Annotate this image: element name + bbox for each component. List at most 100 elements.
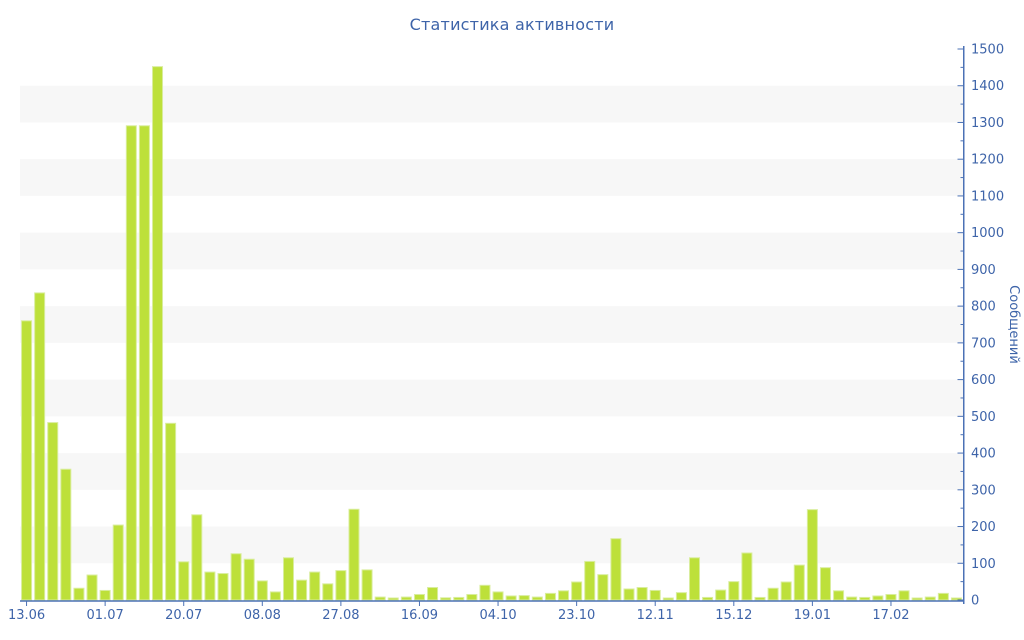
y-tick-label: 1100 — [971, 189, 1004, 204]
y-tick-label: 1400 — [971, 79, 1004, 94]
bar[interactable] — [597, 574, 609, 601]
bar[interactable] — [767, 587, 779, 601]
y-axis-title: Сообщений — [1006, 285, 1021, 364]
bar[interactable] — [152, 66, 164, 601]
bar[interactable] — [728, 581, 740, 601]
bar[interactable] — [361, 569, 373, 601]
bar[interactable] — [623, 588, 635, 601]
y-tick-label: 1200 — [971, 153, 1004, 168]
bar[interactable] — [204, 571, 216, 601]
bar[interactable] — [374, 596, 386, 601]
bar[interactable] — [741, 552, 753, 601]
bar[interactable] — [322, 583, 334, 601]
bar[interactable] — [898, 590, 910, 601]
bar[interactable] — [400, 596, 412, 601]
bar[interactable] — [21, 320, 33, 601]
bar[interactable] — [427, 587, 439, 601]
bar[interactable] — [636, 587, 648, 601]
grid-band — [20, 159, 963, 196]
bar[interactable] — [243, 558, 255, 601]
bar[interactable] — [138, 125, 150, 601]
bar[interactable] — [754, 596, 766, 601]
x-tick-label: 12.11 — [637, 608, 674, 623]
y-tick-label: 800 — [971, 300, 996, 315]
bar[interactable] — [230, 553, 242, 601]
bar[interactable] — [60, 468, 72, 601]
x-tick-label: 17.02 — [872, 608, 909, 623]
bar[interactable] — [440, 597, 452, 601]
y-tick-label: 1300 — [971, 116, 1004, 131]
bar[interactable] — [924, 596, 936, 601]
bar[interactable] — [335, 570, 347, 601]
bar[interactable] — [531, 596, 543, 601]
bar[interactable] — [479, 584, 491, 601]
grid-band — [20, 379, 963, 417]
bar[interactable] — [466, 593, 478, 601]
bar[interactable] — [846, 596, 858, 601]
bar[interactable] — [702, 596, 714, 601]
y-tick-label: 500 — [971, 410, 996, 425]
bar[interactable] — [178, 561, 190, 601]
x-tick-label: 23.10 — [558, 608, 595, 623]
bar[interactable] — [505, 595, 517, 601]
bar[interactable] — [571, 581, 583, 601]
grid-band — [20, 526, 963, 564]
x-tick-label: 13.06 — [8, 608, 45, 623]
x-tick-label: 20.07 — [165, 608, 202, 623]
x-tick-label: 15.12 — [715, 608, 752, 623]
bar[interactable] — [662, 597, 674, 601]
bar[interactable] — [937, 592, 949, 601]
bar[interactable] — [34, 292, 46, 601]
bar[interactable] — [872, 595, 884, 601]
bar[interactable] — [518, 595, 530, 601]
grid-band — [20, 306, 963, 343]
bar[interactable] — [282, 557, 294, 601]
bar[interactable] — [885, 593, 897, 601]
bar[interactable] — [453, 596, 465, 601]
bar[interactable] — [689, 557, 701, 601]
bar[interactable] — [73, 587, 85, 601]
bar[interactable] — [584, 560, 596, 601]
grid-band — [20, 232, 963, 270]
x-tick-label: 01.07 — [87, 608, 124, 623]
bar[interactable] — [217, 573, 229, 601]
grid-band — [20, 453, 963, 490]
bar[interactable] — [309, 571, 321, 601]
bar[interactable] — [99, 589, 111, 601]
bar[interactable] — [296, 579, 308, 601]
bar[interactable] — [86, 574, 98, 601]
grid-band — [20, 85, 963, 123]
bar[interactable] — [558, 590, 570, 601]
bar[interactable] — [492, 591, 504, 601]
bar[interactable] — [950, 597, 962, 601]
bar[interactable] — [112, 524, 124, 601]
bar[interactable] — [191, 514, 203, 601]
bar[interactable] — [348, 508, 360, 601]
bar[interactable] — [256, 580, 268, 601]
bar[interactable] — [165, 422, 177, 601]
bar[interactable] — [806, 509, 818, 601]
bar[interactable] — [413, 593, 425, 601]
y-tick-label: 200 — [971, 520, 996, 535]
y-tick-label: 1500 — [971, 43, 1004, 58]
bar[interactable] — [859, 596, 871, 601]
bar[interactable] — [715, 589, 727, 601]
bar[interactable] — [47, 422, 59, 601]
bar[interactable] — [649, 589, 661, 601]
x-tick-label: 04.10 — [479, 608, 516, 623]
y-tick-label: 400 — [971, 447, 996, 462]
bar[interactable] — [793, 564, 805, 601]
bar[interactable] — [833, 590, 845, 601]
bar[interactable] — [387, 597, 399, 601]
y-tick-label: 600 — [971, 373, 996, 388]
y-tick-label: 700 — [971, 336, 996, 351]
bar[interactable] — [125, 125, 137, 601]
bar[interactable] — [269, 591, 281, 601]
bar[interactable] — [819, 567, 831, 601]
bar[interactable] — [675, 592, 687, 601]
bar[interactable] — [780, 581, 792, 601]
bar[interactable] — [544, 592, 556, 601]
bar[interactable] — [911, 597, 923, 601]
bar[interactable] — [610, 538, 622, 601]
